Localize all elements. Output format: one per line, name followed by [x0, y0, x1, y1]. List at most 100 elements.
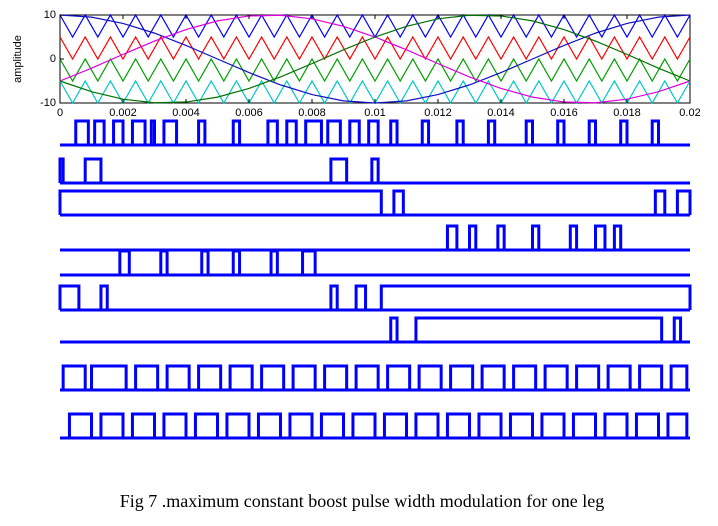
- pulse: [228, 364, 254, 390]
- pulse: [455, 119, 465, 145]
- pulse: [118, 249, 131, 275]
- x-tick-label: 0.004: [172, 107, 200, 119]
- pulse: [90, 364, 128, 390]
- x-tick-label: 0.016: [550, 107, 578, 119]
- pulse: [162, 412, 188, 438]
- y-tick-label: 10: [44, 9, 56, 21]
- pulse: [74, 119, 90, 145]
- pulse: [285, 119, 298, 145]
- pulse: [291, 364, 317, 390]
- pulse: [638, 364, 664, 390]
- pulse: [486, 119, 497, 145]
- pulse: [568, 224, 579, 250]
- pulse: [606, 364, 632, 390]
- y-tick-label: 0: [50, 53, 56, 65]
- pulse: [351, 412, 377, 438]
- pulse: [61, 364, 87, 390]
- pulse: [301, 249, 317, 275]
- pulse: [67, 412, 93, 438]
- pulse: [531, 224, 541, 250]
- pulse: [389, 119, 399, 145]
- pulse: [370, 157, 380, 183]
- pulse: [165, 364, 191, 390]
- pulse: [675, 189, 692, 215]
- pulse: [231, 249, 242, 275]
- pulse: [556, 119, 566, 145]
- pulse: [93, 119, 106, 145]
- pulse: [392, 189, 405, 215]
- pulse: [477, 412, 503, 438]
- pulse: [200, 249, 210, 275]
- pulse: [354, 284, 368, 310]
- x-tick-label: 0.02: [679, 107, 700, 119]
- x-tick-label: 0.01: [364, 107, 385, 119]
- pulse: [266, 119, 279, 145]
- pulse: [389, 316, 399, 342]
- series-line: [59, 35, 691, 61]
- pulse: [58, 189, 383, 215]
- pulse: [672, 316, 683, 342]
- pulse: [420, 119, 431, 145]
- pulse: [58, 157, 65, 183]
- pulse: [445, 412, 471, 438]
- pulse: [612, 224, 623, 250]
- pulse: [269, 249, 279, 275]
- pulse: [666, 412, 689, 438]
- pulse: [575, 364, 601, 390]
- pulse: [587, 119, 597, 145]
- pulse: [449, 364, 475, 390]
- pulse: [417, 364, 443, 390]
- pulse: [653, 189, 667, 215]
- x-tick-label: 0: [57, 107, 63, 119]
- pulse: [594, 224, 607, 250]
- pulse: [480, 364, 506, 390]
- pulse: [99, 412, 125, 438]
- pulse: [231, 119, 242, 145]
- pulse: [323, 364, 349, 390]
- pulse: [571, 412, 597, 438]
- pulse: [288, 412, 314, 438]
- x-tick-label: 0.018: [613, 107, 641, 119]
- x-tick-label: 0.014: [487, 107, 515, 119]
- pulse: [382, 412, 408, 438]
- pulse: [524, 119, 534, 145]
- pulse: [354, 364, 380, 390]
- pulse: [149, 119, 156, 145]
- pulse: [99, 284, 109, 310]
- pulse: [260, 364, 286, 390]
- pulse: [319, 412, 345, 438]
- x-tick-label: 0.006: [235, 107, 263, 119]
- pulse: [256, 412, 282, 438]
- pulse: [650, 119, 660, 145]
- pulse: [159, 249, 169, 275]
- pulse: [58, 284, 81, 310]
- pulse: [329, 157, 349, 183]
- pulse: [540, 412, 566, 438]
- pulse: [112, 119, 125, 145]
- pulse: [512, 364, 538, 390]
- pulse: [386, 364, 412, 390]
- caption: Fig 7 .maximum constant boost pulse widt…: [120, 491, 604, 511]
- pulse: [197, 364, 223, 390]
- x-tick-label: 0.012: [424, 107, 452, 119]
- pulse: [162, 119, 179, 145]
- pulse: [496, 224, 506, 250]
- y-axis-label: amplitude: [12, 35, 24, 83]
- pulse: [130, 412, 156, 438]
- pulse: [304, 119, 323, 145]
- pulse: [134, 364, 160, 390]
- pulse: [468, 224, 478, 250]
- pulse: [197, 119, 207, 145]
- pulse: [543, 364, 569, 390]
- pulse: [414, 316, 664, 342]
- pulse: [348, 119, 361, 145]
- x-tick-label: 0.008: [298, 107, 326, 119]
- x-tick-label: 0.002: [109, 107, 137, 119]
- pulse: [225, 412, 251, 438]
- pulse: [603, 412, 629, 438]
- pulse: [367, 119, 380, 145]
- pulse: [326, 119, 342, 145]
- y-tick-label: -10: [40, 97, 56, 109]
- series-line: [59, 14, 691, 104]
